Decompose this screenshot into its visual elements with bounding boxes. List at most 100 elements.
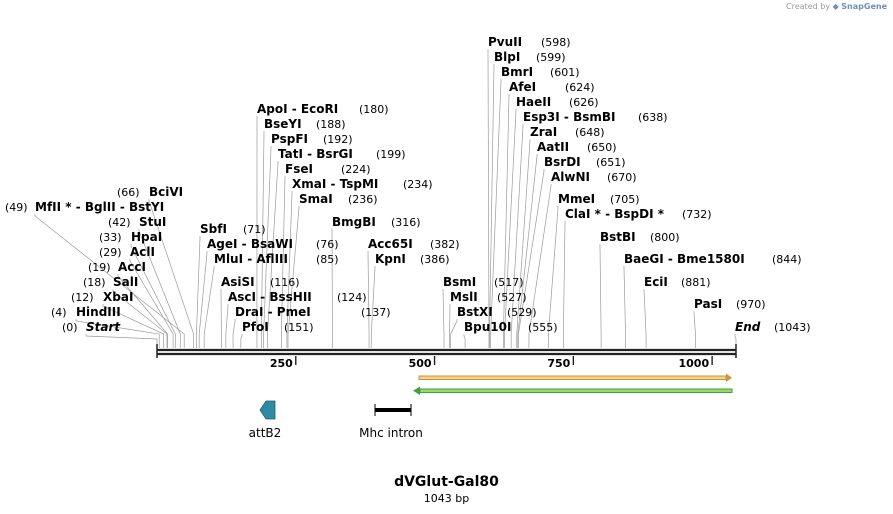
enzyme-name-bmgbi[interactable]: BmgBI — [332, 215, 376, 229]
enzyme-position-fsei: (224) — [341, 163, 371, 176]
enzyme-position-pasi: (970) — [736, 298, 766, 311]
enzyme-name-bsmi[interactable]: BsmI — [443, 275, 476, 289]
enzyme-position-acli: (29) — [99, 246, 122, 259]
enzyme-name-mlui-afliii[interactable]: MluI - AflIII — [214, 252, 288, 266]
enzyme-name-sbfi[interactable]: SbfI — [200, 222, 227, 236]
enzyme-position-stui: (42) — [108, 216, 131, 229]
enzyme-name-alwni[interactable]: AlwNI — [551, 170, 590, 184]
enzyme-position-asisi: (116) — [270, 276, 300, 289]
enzyme-name-acci[interactable]: AccI — [118, 260, 146, 274]
cut-site-leader-acc65i — [367, 251, 370, 348]
enzyme-name-hpai[interactable]: HpaI — [131, 230, 162, 244]
enzyme-position-xmai-tspmi: (234) — [403, 178, 433, 191]
enzyme-position-pvuii: (598) — [541, 36, 571, 49]
enzyme-position-msli: (527) — [497, 291, 527, 304]
enzyme-position-kpni: (386) — [420, 253, 450, 266]
cut-site-leader-drai-pmei — [232, 319, 236, 348]
enzyme-name-xbai[interactable]: XbaI — [103, 290, 133, 304]
enzyme-name-aatii[interactable]: AatII — [537, 140, 569, 154]
enzyme-name-haeii[interactable]: HaeII — [516, 95, 551, 109]
enzyme-name-mmei[interactable]: MmeI — [558, 192, 595, 206]
tick-label-500: 500 — [409, 357, 432, 370]
enzyme-position-smai: (236) — [348, 193, 378, 206]
enzyme-name-pasi[interactable]: PasI — [694, 297, 722, 311]
enzyme-name-start[interactable]: Start — [86, 320, 121, 334]
enzyme-name-end[interactable]: End — [735, 320, 761, 334]
enzyme-position-bcivi: (66) — [117, 186, 140, 199]
enzyme-position-bseyi: (188) — [316, 118, 346, 131]
cut-site-leader-smai — [287, 206, 300, 348]
enzyme-position-asci-bsshii: (124) — [337, 291, 367, 304]
enzyme-name-bcivi[interactable]: BciVI — [149, 185, 183, 199]
enzyme-position-end: (1043) — [774, 321, 811, 334]
enzyme-name-asisi[interactable]: AsiSI — [221, 275, 255, 289]
cut-site-leader-alwni — [528, 184, 552, 348]
enzyme-name-tati-bsrgi[interactable]: TatI - BsrGI — [278, 147, 353, 161]
enzyme-name-asci-bsshii[interactable]: AscI - BssHII — [228, 290, 312, 304]
cut-site-leader-bcivi — [148, 199, 194, 348]
enzyme-name-acc65i[interactable]: Acc65I — [368, 237, 413, 251]
enzyme-name-bmri[interactable]: BmrI — [501, 65, 533, 79]
enzyme-name-clai-bspdi[interactable]: ClaI * - BspDI * — [565, 207, 665, 221]
bp-ruler: 250 500 750 1000 — [270, 356, 713, 370]
attB2-arrow-icon[interactable] — [259, 400, 276, 420]
orf-forward-arrow[interactable] — [418, 373, 732, 383]
enzyme-name-baegi-bme1580i[interactable]: BaeGI - Bme1580I — [624, 252, 745, 266]
enzyme-name-pspfi[interactable]: PspFI — [271, 132, 308, 146]
enzyme-name-sali[interactable]: SalI — [113, 275, 138, 289]
cut-site-leader-kpni — [370, 266, 376, 348]
enzyme-position-mlui-afliii: (85) — [316, 253, 339, 266]
feature-label-attB2: attB2 — [249, 426, 282, 440]
enzyme-position-bmri: (601) — [550, 66, 580, 79]
cut-site-leader-bsrdi — [518, 169, 545, 348]
enzyme-name-bpu10i[interactable]: Bpu10I — [464, 320, 511, 334]
cut-site-leader-clai-bspdi — [563, 221, 566, 348]
enzyme-name-zrai[interactable]: ZraI — [530, 125, 557, 139]
snapgene-watermark: Created by ◆ SnapGene — [786, 2, 887, 11]
enzyme-name-esp3i-bsmbi[interactable]: Esp3I - BsmBI — [523, 110, 615, 124]
snapgene-logo-icon: ◆ — [832, 2, 839, 11]
enzyme-position-acc65i: (382) — [430, 238, 460, 251]
enzyme-name-xmai-tspmi[interactable]: XmaI - TspMI — [292, 177, 378, 191]
cut-site-leader-tati-bsrgi — [267, 161, 279, 348]
enzyme-name-drai-pmei[interactable]: DraI - PmeI — [235, 305, 311, 319]
enzyme-name-fsei[interactable]: FseI — [285, 162, 313, 176]
enzyme-name-agei-bsawi[interactable]: AgeI - BsaWI — [207, 237, 293, 251]
enzyme-name-pvuii[interactable]: PvuII — [488, 35, 522, 49]
orf-reverse-arrow[interactable] — [413, 386, 733, 396]
feature-attB2[interactable]: attB2 — [249, 400, 282, 440]
enzyme-name-bseyi[interactable]: BseYI — [264, 117, 302, 131]
enzyme-name-blpi[interactable]: BlpI — [494, 50, 520, 64]
cut-site-leader-bmri — [490, 79, 502, 348]
enzyme-name-hindiii[interactable]: HindIII — [76, 305, 121, 319]
enzyme-position-clai-bspdi: (732) — [682, 208, 712, 221]
enzyme-name-bstxi[interactable]: BstXI — [457, 305, 493, 319]
enzyme-position-bsmi: (517) — [494, 276, 524, 289]
enzyme-name-msli[interactable]: MslI — [450, 290, 478, 304]
enzyme-name-afei[interactable]: AfeI — [509, 80, 536, 94]
cut-site-leader-bstbi — [599, 244, 602, 348]
cut-site-leader-baegi-bme1580i — [623, 266, 626, 348]
enzyme-position-start: (0) — [62, 321, 78, 334]
enzyme-position-ecii: (881) — [681, 276, 711, 289]
enzyme-name-apoi-ecori[interactable]: ApoI - EcoRI — [257, 102, 338, 116]
feature-mhc-intron[interactable]: Mhc intron — [359, 404, 423, 440]
enzyme-name-acli[interactable]: AclI — [130, 245, 155, 259]
enzyme-name-bsrdi[interactable]: BsrDI — [544, 155, 581, 169]
cut-site-leader-xbai — [102, 304, 165, 348]
enzyme-name-stui[interactable]: StuI — [139, 215, 166, 229]
enzyme-position-acci: (19) — [88, 261, 111, 274]
tick-label-1000: 1000 — [679, 357, 710, 370]
cut-site-leader-bstxi — [450, 319, 458, 348]
cut-site-leader-end — [734, 334, 737, 348]
enzyme-name-ecii[interactable]: EciI — [644, 275, 668, 289]
enzyme-name-pfoi[interactable]: PfoI — [242, 320, 269, 334]
enzyme-position-esp3i-bsmbi: (638) — [638, 111, 668, 124]
enzyme-name-kpni[interactable]: KpnI — [375, 252, 406, 266]
cut-site-leader-blpi — [489, 64, 495, 348]
enzyme-name-bstbi[interactable]: BstBI — [600, 230, 636, 244]
enzyme-name-smai[interactable]: SmaI — [299, 192, 333, 206]
enzyme-position-hpai: (33) — [99, 231, 122, 244]
enzyme-name-mfii-bglii-bstyi[interactable]: MfII * - BglII - BstYI — [35, 200, 164, 214]
